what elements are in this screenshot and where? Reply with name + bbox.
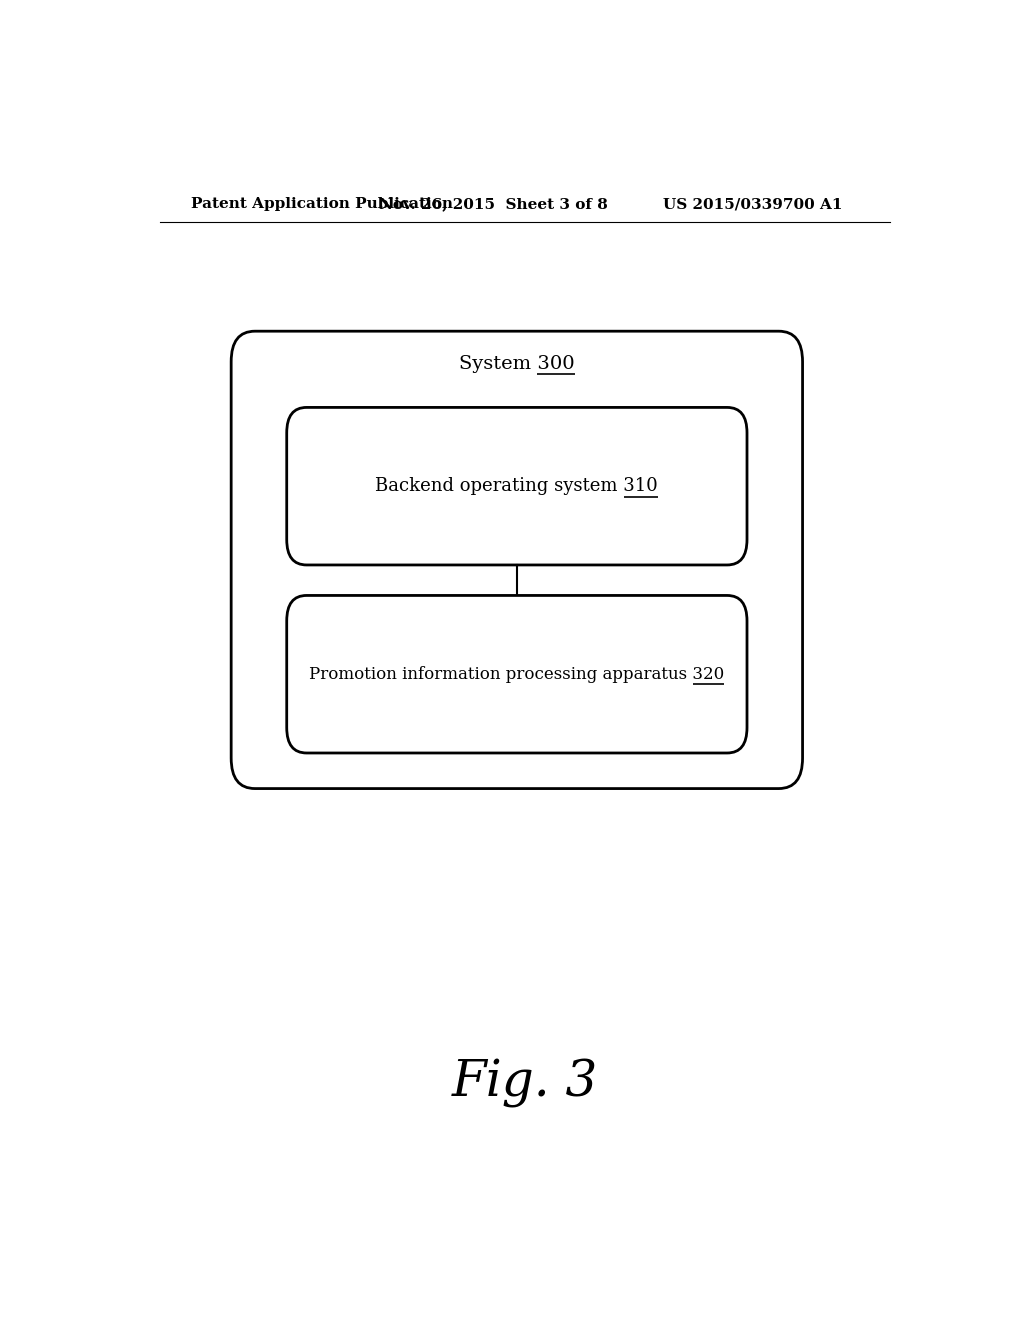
- FancyBboxPatch shape: [287, 595, 748, 752]
- FancyBboxPatch shape: [231, 331, 803, 788]
- Text: Backend operating system 310: Backend operating system 310: [376, 478, 658, 495]
- Text: US 2015/0339700 A1: US 2015/0339700 A1: [663, 197, 842, 211]
- Text: Nov. 26, 2015  Sheet 3 of 8: Nov. 26, 2015 Sheet 3 of 8: [379, 197, 607, 211]
- Text: System 300: System 300: [459, 355, 574, 372]
- FancyBboxPatch shape: [287, 408, 748, 565]
- Text: Fig. 3: Fig. 3: [452, 1059, 598, 1107]
- Text: Patent Application Publication: Patent Application Publication: [191, 197, 454, 211]
- Text: Promotion information processing apparatus 320: Promotion information processing apparat…: [309, 665, 725, 682]
